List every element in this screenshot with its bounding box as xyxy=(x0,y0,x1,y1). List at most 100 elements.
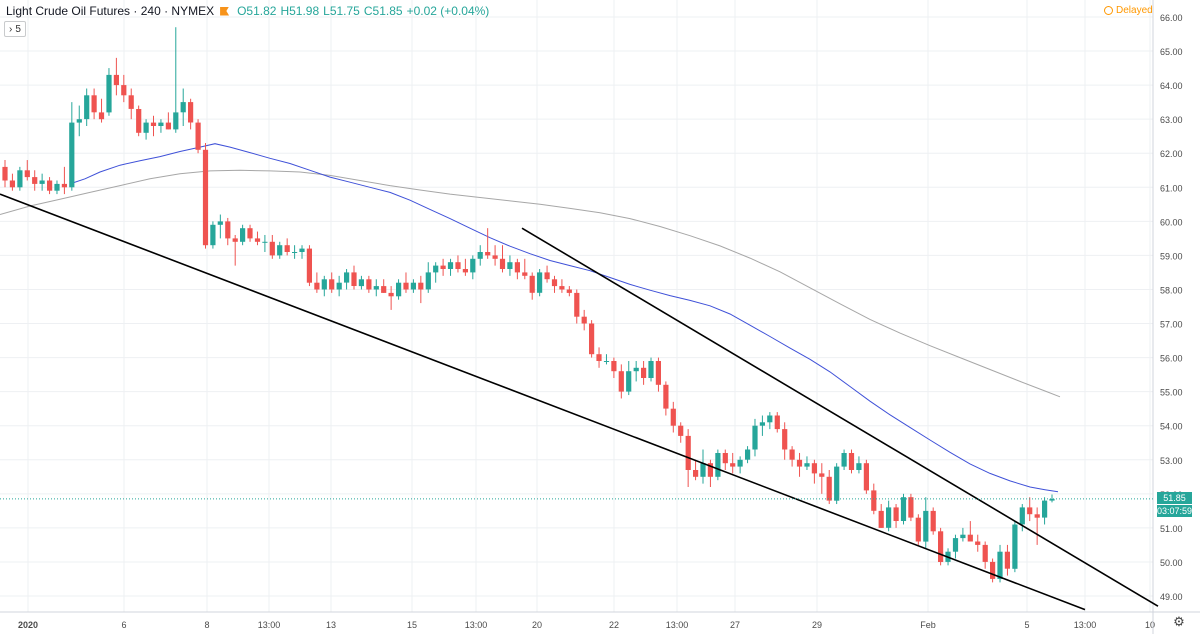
candle-body xyxy=(91,95,97,113)
candle-body xyxy=(358,279,364,287)
candle-body xyxy=(113,74,119,86)
y-tick-label: 64.00 xyxy=(1160,81,1183,91)
candle-body xyxy=(774,415,780,430)
candle-body xyxy=(603,361,610,362)
candle-body xyxy=(507,262,513,269)
candle-body xyxy=(247,228,253,239)
ohlc-low: L51.75 xyxy=(323,4,360,18)
clock-icon xyxy=(1104,6,1113,15)
candle-body xyxy=(930,510,936,532)
countdown-tag: 03:07:59 xyxy=(1157,505,1193,517)
y-tick-label: 54.00 xyxy=(1160,422,1183,432)
indicators-toggle-button[interactable]: › 5 xyxy=(4,21,26,37)
candle-body xyxy=(195,122,201,150)
candle-body xyxy=(180,102,186,113)
candle-body xyxy=(39,180,45,184)
candle-body xyxy=(789,449,795,460)
y-tick-label: 57.00 xyxy=(1160,320,1183,330)
candle-body xyxy=(670,408,676,426)
candle-body xyxy=(158,122,164,126)
y-tick-label: 61.00 xyxy=(1160,183,1183,193)
candle-body xyxy=(24,170,30,178)
candle-body xyxy=(232,238,238,242)
x-tick-label: 13:00 xyxy=(1074,620,1097,630)
candle-body xyxy=(841,453,847,467)
flag-icon[interactable] xyxy=(220,6,230,16)
candle-body xyxy=(165,122,171,130)
candle-body xyxy=(477,252,483,259)
candle-body xyxy=(559,286,565,290)
candle-body xyxy=(982,544,988,562)
candle-body xyxy=(878,510,884,528)
candle-body xyxy=(1034,514,1040,518)
candle-body xyxy=(121,85,127,96)
candle-body xyxy=(202,149,209,246)
y-tick-label: 66.00 xyxy=(1160,13,1183,23)
candle-body xyxy=(240,228,246,242)
y-tick-label: 59.00 xyxy=(1160,251,1183,261)
chevron-right-icon: › xyxy=(9,23,13,35)
y-tick-label: 49.00 xyxy=(1160,592,1183,602)
candle-body xyxy=(722,453,728,464)
y-tick-label: 58.00 xyxy=(1160,285,1183,295)
candle-body xyxy=(373,286,379,290)
moving-average-fast xyxy=(69,143,1059,493)
y-tick-label: 62.00 xyxy=(1160,149,1183,159)
candle-body xyxy=(499,258,506,269)
last-price-tag: 51.85 xyxy=(1157,492,1192,504)
candle-body xyxy=(396,282,402,297)
y-tick-label: 63.00 xyxy=(1160,115,1183,125)
candle-body xyxy=(1012,524,1018,569)
candle-body xyxy=(299,248,305,252)
candle-body xyxy=(514,262,520,273)
candle-body xyxy=(641,367,647,378)
chart-header: Light Crude Oil Futures · 240 · NYMEX O5… xyxy=(6,4,489,18)
candle-body xyxy=(900,497,907,521)
candle-body xyxy=(990,561,996,579)
candle-body xyxy=(529,275,535,293)
symbol-title[interactable]: Light Crude Oil Futures · 240 · NYMEX xyxy=(6,4,215,18)
candle-body xyxy=(1042,500,1048,518)
candle-body xyxy=(366,279,372,290)
candle-body xyxy=(210,224,216,246)
candle-body xyxy=(403,282,409,290)
candle-body xyxy=(106,74,112,113)
candle-body xyxy=(1027,507,1033,515)
candle-body xyxy=(938,531,944,562)
candle-body xyxy=(462,269,468,273)
candle-body xyxy=(2,166,8,181)
candle-body xyxy=(76,119,82,123)
candle-body xyxy=(351,272,357,286)
candle-body xyxy=(61,183,67,188)
candle-body xyxy=(886,507,892,528)
candle-body xyxy=(306,248,312,283)
delayed-badge[interactable]: Delayed xyxy=(1104,5,1153,16)
candle-body xyxy=(1004,551,1010,569)
candle-body xyxy=(856,463,862,470)
candle-body xyxy=(388,292,394,297)
x-tick-label: 8 xyxy=(204,620,209,630)
y-tick-label: 65.00 xyxy=(1160,47,1183,57)
candle-body xyxy=(611,361,617,372)
gear-icon[interactable]: ⚙ xyxy=(1173,614,1185,629)
candle-body xyxy=(17,170,23,188)
moving-average-slow xyxy=(0,169,1061,398)
candle-body xyxy=(284,245,290,252)
y-tick-label: 60.00 xyxy=(1160,217,1183,227)
candle-body xyxy=(225,221,231,239)
candle-body xyxy=(277,245,283,256)
candle-body xyxy=(262,241,268,243)
candle-body xyxy=(678,425,684,436)
candle-body xyxy=(819,473,825,477)
x-tick-label: 27 xyxy=(730,620,740,630)
y-tick-label: 53.00 xyxy=(1160,456,1183,466)
candle-body xyxy=(69,122,75,188)
candle-body xyxy=(663,384,669,409)
candle-body xyxy=(707,463,713,477)
candle-body xyxy=(596,354,602,361)
indicator-count: 5 xyxy=(15,23,21,35)
candle-body xyxy=(128,95,134,109)
candle-body xyxy=(908,497,914,518)
x-tick-label: Feb xyxy=(920,620,936,630)
